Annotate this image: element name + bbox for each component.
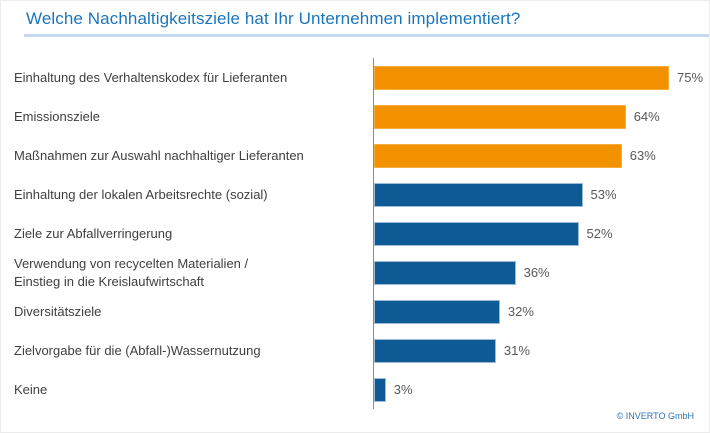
bar-row: Einhaltung des Verhaltenskodex für Liefe… [1, 58, 709, 97]
copyright-text: © INVERTO GmbH [616, 411, 694, 421]
bar [374, 260, 516, 285]
bar-category-label: Emissionsziele [14, 108, 100, 124]
bar-value-label: 63% [629, 148, 656, 163]
bar [374, 65, 669, 90]
y-axis-line [373, 58, 374, 409]
footer: © INVERTO GmbH [617, 411, 694, 421]
bar-row: Maßnahmen zur Auswahl nachhaltiger Liefe… [1, 136, 709, 175]
bar-category-label: Zielvorgabe für die (Abfall-)Wassernutzu… [14, 342, 261, 358]
bar-row: Verwendung von recycelten Materialien / … [1, 253, 709, 292]
bar-zone: 32% [374, 292, 709, 331]
bar-category-label: Diversitätsziele [14, 303, 102, 319]
bar-value-label: 32% [507, 304, 534, 319]
bar-value-label: 75% [677, 70, 704, 85]
bar-value-label: 64% [633, 109, 660, 124]
bar-zone: 36% [374, 253, 709, 292]
bar-chart: Einhaltung des Verhaltenskodex für Liefe… [1, 58, 709, 409]
bar-value-label: 3% [393, 382, 413, 397]
bar-zone: 64% [374, 97, 709, 136]
bar-value-label: 31% [503, 343, 530, 358]
title-underline [24, 34, 709, 37]
bar-row: Emissionsziele 64% [1, 97, 709, 136]
chart-title: Welche Nachhaltigkeitsziele hat Ihr Unte… [26, 9, 521, 28]
bar-category-label: Maßnahmen zur Auswahl nachhaltiger Liefe… [14, 147, 304, 163]
bar [374, 299, 500, 324]
bar-rows: Einhaltung des Verhaltenskodex für Liefe… [1, 58, 709, 409]
bar [374, 182, 583, 207]
bar-row: Einhaltung der lokalen Arbeitsrechte (so… [1, 175, 709, 214]
bar-value-label: 52% [586, 226, 613, 241]
bar-category-label: Einhaltung des Verhaltenskodex für Liefe… [14, 69, 288, 85]
bar-category-label: Ziele zur Abfallverringerung [14, 225, 173, 241]
bar-category-label: Keine [14, 381, 48, 397]
bar-category-label: Verwendung von recycelten Materialien / … [14, 255, 249, 289]
bar-zone: 52% [374, 214, 709, 253]
chart-header: Welche Nachhaltigkeitsziele hat Ihr Unte… [1, 1, 709, 29]
bar [374, 221, 579, 246]
bar [374, 104, 626, 129]
bar-row: Diversitätsziele 32% [1, 292, 709, 331]
bar-row: Zielvorgabe für die (Abfall-)Wassernutzu… [1, 331, 709, 370]
bar-zone: 53% [374, 175, 709, 214]
bar-row: Keine 3% [1, 370, 709, 409]
bar [374, 143, 622, 168]
bar [374, 338, 496, 363]
bar-zone: 63% [374, 136, 709, 175]
bar-value-label: 36% [523, 265, 550, 280]
bar-row: Ziele zur Abfallverringerung 52% [1, 214, 709, 253]
bar-category-label: Einhaltung der lokalen Arbeitsrechte (so… [14, 186, 268, 202]
bar-zone: 75% [374, 58, 709, 97]
bar-value-label: 53% [590, 187, 617, 202]
bar-zone: 31% [374, 331, 709, 370]
bar [374, 377, 386, 402]
bar-zone: 3% [374, 370, 709, 409]
